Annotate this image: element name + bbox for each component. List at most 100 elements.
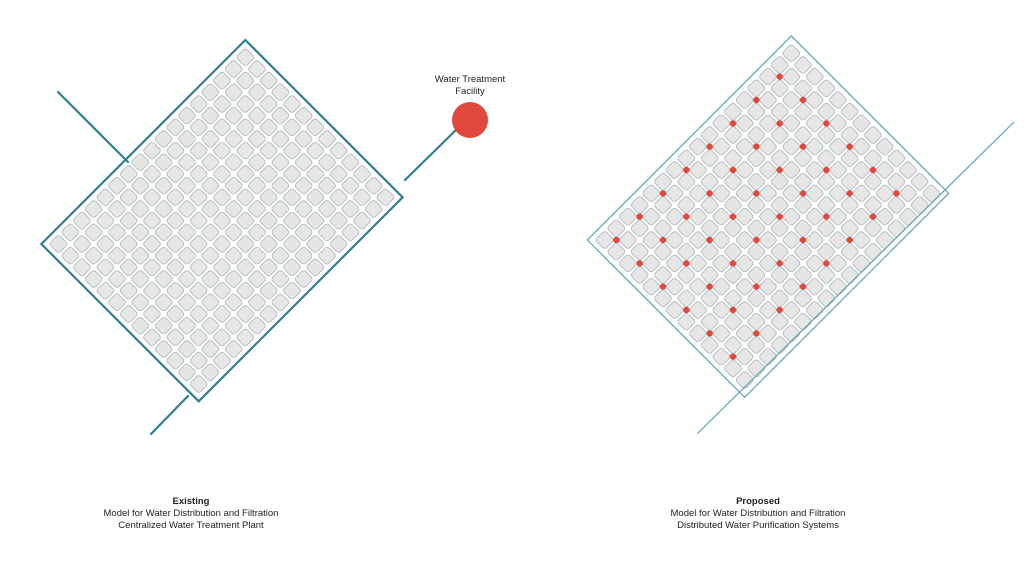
- city-block: [224, 106, 243, 125]
- city-block: [224, 83, 243, 102]
- purification-unit-dot: [636, 213, 643, 220]
- city-block: [630, 266, 649, 284]
- city-block: [283, 141, 301, 160]
- city-block: [143, 328, 161, 347]
- city-block: [724, 266, 742, 284]
- purification-unit-dot: [729, 306, 737, 314]
- city-block: [700, 196, 719, 214]
- city-block: [248, 316, 266, 335]
- city-block: [329, 235, 348, 253]
- city-block: [108, 246, 126, 265]
- city-block: [747, 266, 766, 284]
- facility-label-line-2: Facility: [455, 86, 485, 97]
- city-block: [759, 184, 777, 203]
- city-block: [306, 118, 325, 137]
- purification-unit-dot: [729, 213, 737, 220]
- city-block: [201, 200, 220, 218]
- city-block: [899, 184, 917, 203]
- city-block: [294, 153, 313, 172]
- city-block: [654, 172, 672, 191]
- city-block: [224, 60, 243, 78]
- city-block: [84, 246, 103, 265]
- purification-unit-dot: [799, 236, 807, 244]
- city-block: [642, 277, 661, 296]
- city-block: [735, 254, 754, 273]
- purification-unit-dot: [799, 190, 807, 197]
- city-block: [213, 165, 231, 183]
- city-block: [259, 235, 278, 253]
- city-block: [712, 324, 731, 343]
- purification-unit-dot: [799, 283, 807, 290]
- city-block: [96, 188, 115, 207]
- city-block: [213, 258, 231, 277]
- city-block: [689, 301, 707, 319]
- city-block: [724, 312, 742, 331]
- city-block: [700, 172, 719, 191]
- city-block: [817, 196, 836, 214]
- purification-unit-dot: [776, 73, 783, 80]
- city-block: [259, 188, 278, 207]
- city-block: [782, 137, 801, 156]
- city-block: [166, 188, 185, 207]
- purification-unit-dot: [869, 166, 877, 174]
- city-block: [770, 56, 789, 74]
- city-block: [294, 200, 313, 218]
- city-block: [770, 242, 789, 261]
- proposed-caption-line-1: Model for Water Distribution and Filtrat…: [670, 508, 846, 519]
- city-block: [817, 172, 836, 191]
- city-block: [735, 161, 754, 179]
- city-block: [700, 149, 719, 168]
- purification-unit-dot: [683, 260, 690, 267]
- city-block: [654, 289, 672, 308]
- purification-unit-dot: [753, 96, 760, 104]
- main-pipe-upper: [403, 126, 460, 182]
- city-block: [887, 149, 906, 168]
- city-block: [829, 91, 847, 109]
- city-block: [875, 207, 894, 226]
- city-block: [259, 258, 278, 277]
- city-block: [770, 219, 789, 238]
- purification-unit-dot: [776, 166, 783, 174]
- city-block: [724, 336, 742, 354]
- city-block: [201, 363, 220, 382]
- purification-unit-dot: [729, 166, 737, 174]
- city-block: [224, 293, 243, 312]
- city-block: [189, 188, 208, 207]
- city-block: [271, 270, 290, 288]
- city-block: [782, 301, 801, 319]
- city-block: [770, 79, 789, 98]
- city-block: [119, 305, 138, 323]
- city-block: [201, 153, 220, 172]
- city-block: [840, 102, 859, 121]
- proposed-block-grid: [586, 35, 1015, 435]
- city-block: [747, 359, 766, 378]
- city-block: [189, 95, 208, 113]
- city-block: [805, 277, 824, 296]
- city-block: [248, 223, 266, 242]
- purification-unit-dot: [613, 236, 620, 244]
- city-block: [840, 196, 859, 214]
- city-block: [213, 211, 231, 230]
- city-block: [829, 207, 847, 226]
- purification-unit-dot: [683, 306, 690, 314]
- city-block: [154, 340, 173, 358]
- city-block: [224, 176, 243, 195]
- city-block: [248, 246, 266, 265]
- city-block: [805, 161, 824, 179]
- city-block: [119, 211, 138, 230]
- city-block: [794, 196, 812, 214]
- city-block: [143, 258, 161, 277]
- city-block: [759, 207, 777, 226]
- city-block: [759, 324, 777, 343]
- city-block: [805, 231, 824, 249]
- purification-unit-dot: [846, 190, 853, 197]
- city-block: [747, 219, 766, 238]
- city-block: [154, 270, 173, 288]
- city-block: [96, 235, 115, 253]
- city-block: [677, 242, 696, 261]
- city-block: [805, 137, 824, 156]
- existing-caption-line-1: Model for Water Distribution and Filtrat…: [103, 508, 279, 519]
- existing-caption: Existing Model for Water Distribution an…: [41, 496, 341, 532]
- city-block: [677, 196, 696, 214]
- city-block: [654, 242, 672, 261]
